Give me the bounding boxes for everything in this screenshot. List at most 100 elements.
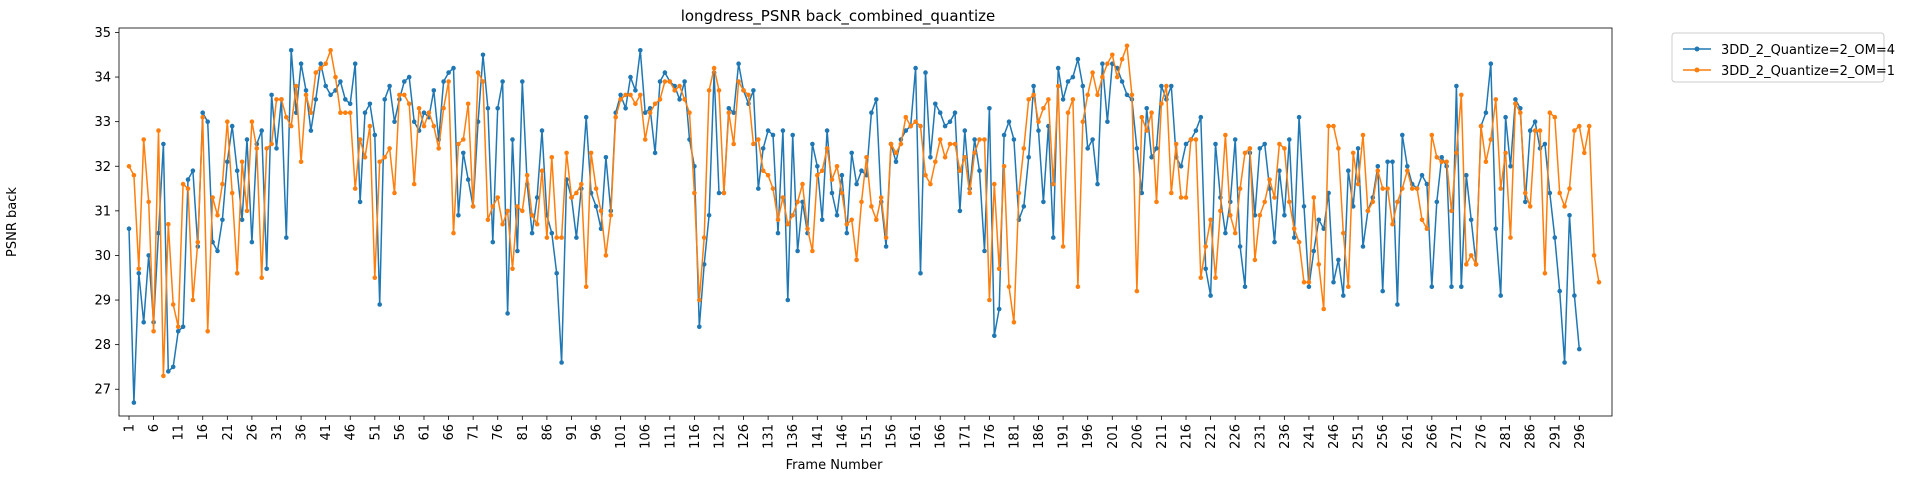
x-tick-label: 91 bbox=[565, 424, 580, 441]
data-point bbox=[756, 186, 761, 191]
data-point bbox=[756, 137, 761, 142]
data-point bbox=[1075, 56, 1081, 62]
data-point bbox=[372, 132, 378, 138]
data-point bbox=[746, 92, 751, 98]
x-tick-label: 121 bbox=[712, 424, 727, 449]
data-point bbox=[839, 190, 845, 196]
data-point bbox=[869, 110, 874, 115]
data-point bbox=[888, 141, 894, 147]
data-point bbox=[962, 128, 968, 133]
data-point bbox=[131, 172, 137, 178]
data-point bbox=[765, 128, 771, 133]
legend-marker-om1 bbox=[1694, 67, 1700, 73]
data-point bbox=[854, 181, 859, 187]
data-point bbox=[992, 333, 997, 339]
data-point bbox=[933, 101, 938, 107]
data-point bbox=[1149, 110, 1154, 115]
data-point bbox=[338, 110, 343, 115]
x-tick-label: 181 bbox=[1007, 424, 1022, 449]
data-point bbox=[706, 213, 712, 218]
data-point bbox=[1439, 159, 1444, 165]
data-point bbox=[1390, 221, 1395, 227]
data-point bbox=[397, 92, 402, 98]
data-point bbox=[288, 123, 294, 129]
data-point bbox=[1139, 114, 1145, 120]
data-point bbox=[1021, 204, 1027, 209]
data-point bbox=[215, 248, 220, 254]
data-point bbox=[284, 114, 289, 120]
data-point bbox=[869, 204, 874, 209]
x-tick-label: 231 bbox=[1253, 424, 1268, 449]
data-point bbox=[1090, 70, 1095, 75]
data-point bbox=[456, 141, 461, 147]
data-point bbox=[1547, 110, 1553, 115]
data-point bbox=[1567, 213, 1572, 218]
data-point bbox=[529, 213, 535, 218]
data-point bbox=[220, 217, 225, 223]
data-point bbox=[785, 297, 791, 303]
data-point bbox=[205, 119, 210, 124]
data-point bbox=[1409, 186, 1415, 191]
data-point bbox=[623, 92, 628, 98]
data-point bbox=[1267, 177, 1272, 182]
data-point bbox=[1169, 83, 1174, 89]
data-point bbox=[1237, 186, 1243, 191]
data-point bbox=[426, 110, 432, 115]
data-point bbox=[229, 190, 235, 196]
data-point bbox=[1183, 195, 1189, 200]
data-point bbox=[760, 168, 766, 173]
x-tick-label: 151 bbox=[860, 424, 875, 449]
data-point bbox=[1075, 284, 1081, 290]
data-point bbox=[1139, 190, 1145, 196]
data-point bbox=[1483, 110, 1489, 115]
data-point bbox=[1454, 150, 1459, 156]
data-point bbox=[126, 226, 132, 231]
x-tick-label: 226 bbox=[1229, 424, 1244, 449]
data-point bbox=[1001, 164, 1007, 169]
data-point bbox=[667, 79, 673, 84]
x-tick-label: 96 bbox=[590, 424, 605, 441]
x-tick-label: 41 bbox=[319, 424, 334, 441]
data-point bbox=[736, 61, 741, 66]
y-tick-label: 32 bbox=[94, 160, 111, 175]
data-point bbox=[308, 128, 314, 133]
data-point bbox=[1395, 199, 1400, 205]
data-point bbox=[406, 74, 412, 80]
data-point bbox=[775, 217, 781, 223]
data-point bbox=[1006, 119, 1012, 124]
data-point bbox=[795, 199, 800, 205]
data-point bbox=[461, 150, 466, 156]
data-point bbox=[298, 61, 304, 66]
data-point bbox=[392, 119, 397, 124]
data-point bbox=[446, 79, 451, 84]
data-point bbox=[1336, 146, 1341, 151]
data-point bbox=[239, 159, 245, 165]
data-point bbox=[947, 119, 953, 124]
data-point bbox=[1395, 302, 1400, 307]
data-point bbox=[323, 61, 329, 66]
data-point bbox=[923, 172, 928, 178]
data-point bbox=[731, 141, 736, 147]
data-point bbox=[529, 230, 535, 236]
data-point bbox=[588, 150, 594, 156]
x-tick-label: 156 bbox=[885, 424, 900, 449]
data-point bbox=[303, 92, 309, 98]
data-point bbox=[1114, 74, 1120, 80]
x-tick-label: 11 bbox=[172, 424, 187, 441]
data-point bbox=[1424, 226, 1430, 231]
data-point bbox=[603, 253, 609, 258]
data-point bbox=[1282, 213, 1287, 218]
data-point bbox=[810, 141, 815, 147]
data-point bbox=[510, 266, 515, 272]
y-tick-label: 35 bbox=[94, 26, 111, 41]
x-tick-label: 71 bbox=[467, 424, 482, 441]
data-point bbox=[357, 199, 363, 205]
data-point bbox=[1105, 119, 1110, 124]
data-point bbox=[1277, 168, 1282, 173]
data-point bbox=[480, 79, 486, 84]
data-point bbox=[628, 92, 633, 98]
data-point bbox=[1291, 235, 1297, 240]
data-point bbox=[451, 65, 456, 71]
data-point bbox=[421, 123, 427, 129]
